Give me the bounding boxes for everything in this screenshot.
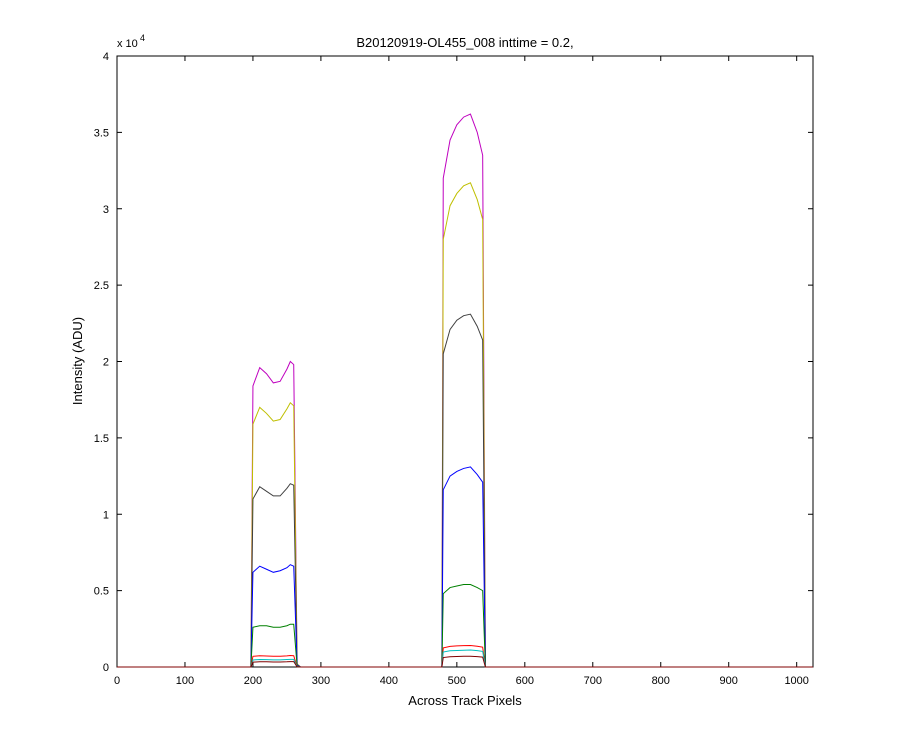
plot-area [116, 55, 814, 668]
y-tick-label: 3.5 [94, 127, 109, 139]
y-multiplier: x 10 [117, 38, 138, 50]
y-tick-label: 1 [103, 509, 109, 521]
x-tick-label: 300 [312, 675, 330, 687]
x-tick-label: 1000 [784, 675, 808, 687]
x-tick-label: 600 [516, 675, 534, 687]
x-tick-label: 400 [380, 675, 398, 687]
y-tick-label: 3 [103, 204, 109, 216]
x-axis-label: Across Track Pixels [408, 693, 522, 708]
y-tick-label: 0 [103, 662, 109, 674]
x-tick-label: 900 [720, 675, 738, 687]
y-tick-label: 1.5 [94, 433, 109, 445]
x-tick-label: 800 [652, 675, 670, 687]
x-tick-label: 200 [244, 675, 262, 687]
y-multiplier-exponent: 4 [140, 33, 145, 43]
y-tick-label: 2 [103, 357, 109, 369]
y-tick-label: 4 [103, 51, 109, 63]
x-tick-label: 500 [448, 675, 466, 687]
x-tick-label: 0 [114, 675, 120, 687]
y-tick-label: 2.5 [94, 280, 109, 292]
y-axis-label: Intensity (ADU) [70, 317, 85, 405]
x-tick-label: 700 [584, 675, 602, 687]
y-tick-label: 0.5 [94, 586, 109, 598]
chart-title: B20120919-OL455_008 inttime = 0.2, [356, 35, 573, 50]
x-tick-label: 100 [176, 675, 194, 687]
series-line [117, 655, 813, 668]
